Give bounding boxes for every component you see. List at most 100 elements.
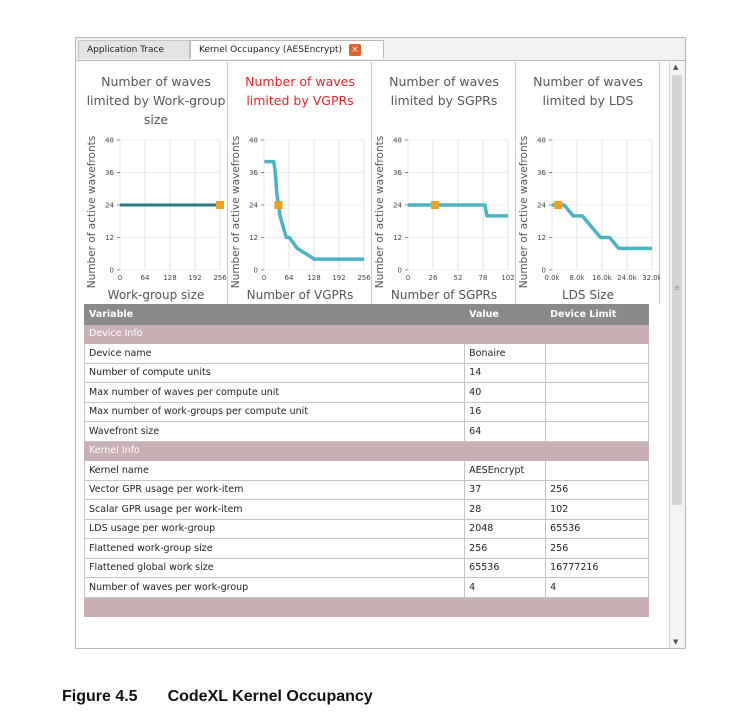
kernel-occupancy-window: Application Trace Kernel Occupancy (AESE… — [75, 37, 686, 649]
x-axis-label: Number of SGPRs — [390, 288, 498, 302]
current-value-marker — [216, 201, 224, 209]
scroll-grip-icon: ≡ — [674, 284, 680, 292]
y-tick-label: 12 — [393, 234, 402, 242]
occupancy-chart: Number of waves limited by SGPRs 0 26 52 78 1… — [372, 62, 516, 304]
vertical-scrollbar[interactable]: ▲ ≡ ▼ — [669, 61, 685, 648]
y-tick-label: 12 — [537, 234, 546, 242]
x-tick-label: 26 — [429, 274, 438, 282]
y-axis-label: Number of active wavefronts — [518, 135, 530, 289]
table-row: LDS usage per work-group 2048 65536 — [84, 518, 649, 539]
close-tab-icon[interactable]: × — [348, 43, 361, 56]
y-tick-label: 48 — [249, 137, 258, 145]
table-group-row-partial — [84, 596, 649, 617]
y-tick-label: 36 — [249, 169, 258, 177]
y-tick-label: 0 — [254, 267, 258, 275]
table-cell: 28 — [464, 499, 547, 520]
y-tick-label: 24 — [105, 202, 114, 210]
chart-plot: 0 64 128 192 256 0 12 24 36 48 — [105, 137, 227, 283]
y-tick-label: 36 — [537, 169, 546, 177]
table-row: Device name Bonaire — [84, 343, 649, 364]
table-cell: 4 — [545, 577, 649, 598]
table-cell — [545, 362, 649, 383]
y-tick-label: 48 — [105, 137, 114, 145]
y-tick-label: 0 — [398, 267, 402, 275]
chart-title: Number of waves limited by VGPRs — [245, 74, 355, 108]
scroll-up-icon[interactable]: ▲ — [673, 63, 679, 71]
table-cell: 64 — [464, 421, 547, 442]
table-cell: Bonaire — [464, 343, 547, 364]
x-tick-label: 0 — [118, 274, 122, 282]
x-tick-label: 64 — [285, 274, 294, 282]
table-cell: Device name — [84, 343, 466, 364]
x-tick-label: 0.0k — [544, 274, 560, 282]
series-line — [552, 203, 652, 251]
table-cell: 65536 — [545, 518, 649, 539]
tab-label: Application Trace — [87, 45, 165, 55]
scrollbar-thumb[interactable] — [672, 75, 682, 505]
occupancy-chart: Number of waves limited by VGPRs 0 64 128 19… — [228, 62, 372, 304]
series-line — [408, 203, 508, 218]
table-cell: 65536 — [464, 557, 547, 578]
table-row: Number of waves per work-group 4 4 — [84, 577, 649, 598]
x-tick-label: 32.0k — [642, 274, 660, 282]
occupancy-chart: Number of waves limited by LDS 0.0k 8.0k 16… — [516, 62, 660, 304]
series-line — [264, 159, 364, 261]
table-cell — [545, 460, 649, 481]
charts-row: Number of waves limited by Work-group si… — [84, 62, 665, 304]
group-label — [84, 596, 649, 617]
tab-kernel-occupancy[interactable]: Kernel Occupancy (AESEncrypt) × — [190, 40, 384, 59]
table-cell: 4 — [464, 577, 547, 598]
column-header: Value — [464, 304, 547, 325]
table-cell: Number of compute units — [84, 362, 466, 383]
y-tick-label: 0 — [110, 267, 114, 275]
table-cell — [545, 401, 649, 422]
table-row: Number of compute units 14 — [84, 362, 649, 383]
x-tick-label: 256 — [213, 274, 227, 282]
table-cell: 40 — [464, 382, 547, 403]
chart-title: Number of waves limited by SGPRs — [389, 74, 499, 108]
table-row: Flattened work-group size 256 256 — [84, 538, 649, 559]
table-cell: Flattened global work size — [84, 557, 466, 578]
x-axis-label: LDS Size — [562, 288, 614, 302]
figure-number: Figure 4.5 — [62, 688, 138, 705]
y-tick-label: 0 — [542, 267, 546, 275]
table-cell — [545, 382, 649, 403]
chart-plot: 0 26 52 78 102 0 12 24 36 48 — [393, 137, 515, 283]
y-tick-label: 24 — [249, 202, 258, 210]
table-cell: Flattened work-group size — [84, 538, 466, 559]
table-cell: Vector GPR usage per work-item — [84, 479, 466, 500]
y-tick-label: 24 — [393, 202, 402, 210]
occupancy-table: Variable Value Device Limit Device Info Devi… — [84, 304, 665, 617]
table-cell: Number of waves per work-group — [84, 577, 466, 598]
y-tick-label: 12 — [105, 234, 114, 242]
y-axis-label: Number of active wavefronts — [374, 135, 386, 289]
column-header: Device Limit — [545, 304, 649, 325]
figure-title: CodeXL Kernel Occupancy — [167, 688, 373, 705]
tab-bar: Application Trace Kernel Occupancy (AESE… — [76, 38, 685, 61]
scroll-down-icon[interactable]: ▼ — [673, 638, 679, 646]
table-row: Kernel name AESEncrypt — [84, 460, 649, 481]
table-group-row: Device Info — [84, 323, 649, 344]
x-tick-label: 64 — [141, 274, 150, 282]
y-tick-label: 12 — [249, 234, 258, 242]
table-cell: Max number of work-groups per compute un… — [84, 401, 466, 422]
table-cell: 256 — [545, 538, 649, 559]
table-row: Max number of work-groups per compute un… — [84, 401, 649, 422]
x-tick-label: 192 — [332, 274, 345, 282]
table-cell: Kernel name — [84, 460, 466, 481]
y-tick-label: 48 — [393, 137, 402, 145]
x-tick-label: 128 — [163, 274, 176, 282]
current-value-marker — [274, 201, 283, 209]
table-row: Scalar GPR usage per work-item 28 102 — [84, 499, 649, 520]
x-tick-label: 8.0k — [569, 274, 585, 282]
tab-application-trace[interactable]: Application Trace — [78, 40, 190, 59]
group-label: Device Info — [84, 323, 649, 344]
table-cell: 2048 — [464, 518, 547, 539]
column-header: Variable — [84, 304, 466, 325]
table-cell: 16777216 — [545, 557, 649, 578]
table-cell: Max number of waves per compute unit — [84, 382, 466, 403]
x-tick-label: 192 — [188, 274, 201, 282]
chart-title: Number of waves limited by Work-group si… — [86, 74, 226, 127]
table-cell: 256 — [464, 538, 547, 559]
x-tick-label: 0 — [406, 274, 410, 282]
